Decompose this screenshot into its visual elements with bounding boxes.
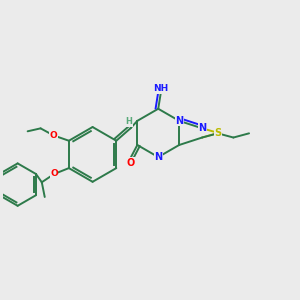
Text: S: S — [215, 128, 222, 138]
Text: NH: NH — [154, 84, 169, 93]
Text: O: O — [50, 131, 57, 140]
Text: O: O — [50, 169, 58, 178]
Text: O: O — [126, 158, 134, 168]
Text: H: H — [125, 117, 132, 126]
Text: N: N — [154, 152, 162, 162]
Text: N: N — [175, 116, 183, 126]
Text: N: N — [198, 123, 206, 133]
